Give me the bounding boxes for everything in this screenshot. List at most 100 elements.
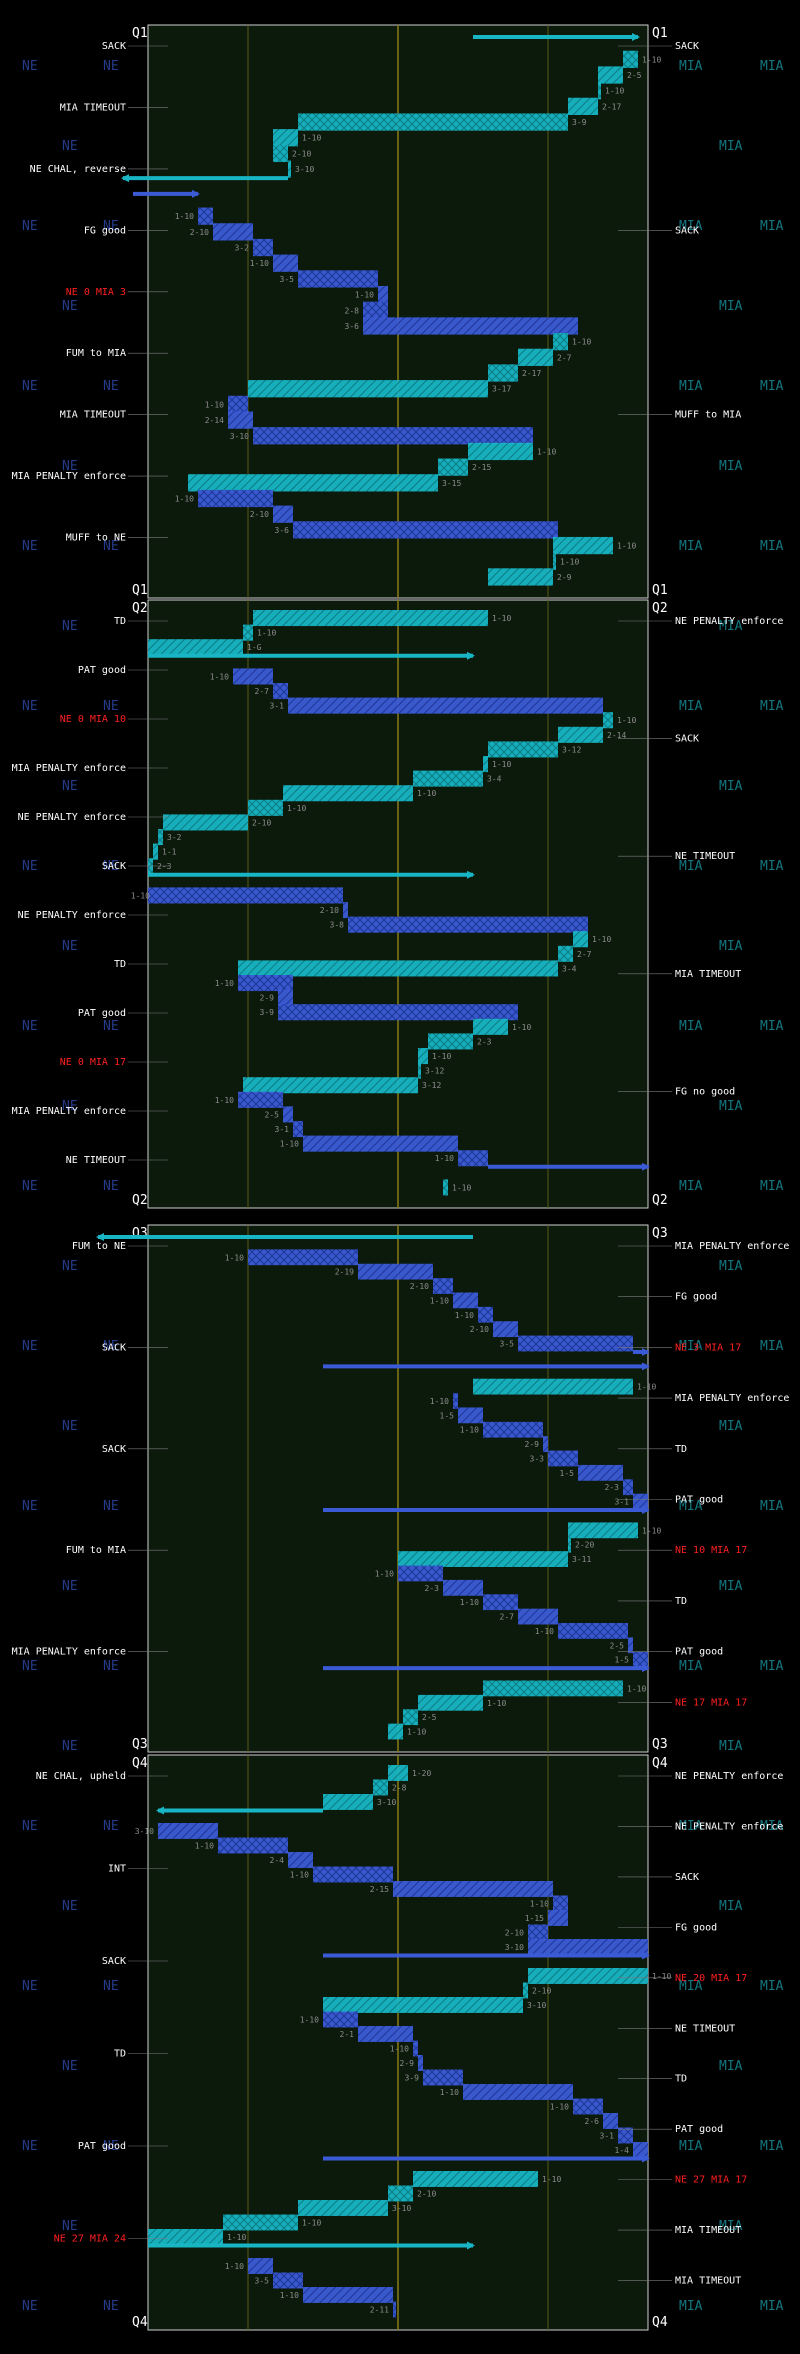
- down-distance-label: 2-3: [477, 1037, 492, 1046]
- down-distance-label: 1-10: [280, 2291, 299, 2300]
- down-distance-label: 1-10: [452, 1183, 471, 1192]
- play-bar: [288, 697, 603, 714]
- annotation-label: MUFF to MIA: [675, 410, 741, 421]
- watermark-mia: MIA: [679, 219, 703, 234]
- play-bar: [278, 1004, 518, 1021]
- down-distance-label: 2-5: [422, 1713, 437, 1722]
- down-distance-label: 3-11: [572, 1555, 591, 1564]
- watermark-mia: MIA: [719, 2059, 743, 2074]
- watermark-ne: NE: [103, 1499, 119, 1514]
- down-distance-label: 1-10: [225, 2262, 244, 2271]
- down-distance-label: 2-10: [292, 149, 311, 158]
- annotation-label: PAT good: [675, 1647, 723, 1658]
- down-distance-label: 3-5: [280, 275, 295, 284]
- play-bar: [243, 1077, 418, 1094]
- watermark-ne: NE: [22, 1819, 38, 1834]
- watermark-ne: NE: [103, 539, 119, 554]
- down-distance-label: 3-10: [392, 2204, 411, 2213]
- down-distance-label: 2-5: [265, 1110, 280, 1119]
- watermark-mia: MIA: [679, 1019, 703, 1034]
- annotation-label: PAT good: [78, 1008, 126, 1019]
- play-bar: [418, 2055, 423, 2071]
- down-distance-label: 2-8: [345, 306, 360, 315]
- play-bar: [473, 1018, 508, 1035]
- down-distance-label: 1-10: [617, 716, 636, 725]
- play-bar: [298, 113, 568, 131]
- play-bar: [288, 160, 291, 178]
- play-bar: [218, 1837, 288, 1854]
- play-bar: [298, 2200, 388, 2216]
- down-distance-label: 1-10: [175, 212, 194, 221]
- down-distance-label: 1-10: [287, 804, 306, 813]
- down-distance-label: 1-10: [195, 1841, 214, 1850]
- down-distance-label: 3-10: [135, 1827, 154, 1836]
- play-bar: [413, 2171, 538, 2187]
- watermark-ne: NE: [103, 59, 119, 74]
- down-distance-label: 1-10: [375, 1569, 394, 1578]
- play-bar: [273, 144, 288, 163]
- play-bar: [273, 254, 298, 272]
- play-bar: [578, 1464, 623, 1481]
- annotation-label: NE PENALTY enforce: [675, 1771, 783, 1782]
- play-bar: [553, 552, 556, 570]
- watermark-mia: MIA: [719, 1419, 743, 1434]
- down-distance-label: 3-4: [562, 964, 577, 973]
- annotation-label: MIA PENALTY enforce: [675, 1241, 789, 1252]
- down-distance-label: 1-10: [390, 2044, 409, 2053]
- play-bar: [213, 223, 253, 241]
- watermark-mia: MIA: [679, 2139, 703, 2154]
- down-distance-label: 3-3: [530, 1454, 545, 1463]
- down-distance-label: 3-1: [600, 2131, 615, 2140]
- play-bar: [223, 2214, 298, 2231]
- down-distance-label: 1-15: [525, 1914, 544, 1923]
- play-bar: [253, 427, 533, 445]
- watermark-ne: NE: [103, 699, 119, 714]
- annotation-label: TD: [114, 2049, 126, 2060]
- down-distance-label: 2-10: [505, 1928, 524, 1937]
- play-bar: [228, 411, 253, 429]
- play-bar: [438, 458, 468, 476]
- down-distance-label: 1-20: [412, 1769, 431, 1778]
- down-distance-label: 3-12: [425, 1067, 444, 1076]
- annotation-label: TD: [114, 959, 126, 970]
- play-bar: [413, 2040, 418, 2057]
- play-bar: [598, 66, 623, 84]
- annotation-label: MIA TIMEOUT: [60, 410, 126, 421]
- down-distance-label: 3-10: [377, 1798, 396, 1807]
- play-bar: [243, 624, 253, 641]
- annotation-label: NE CHAL, reverse: [30, 164, 126, 175]
- annotation-label: TD: [675, 1444, 687, 1455]
- play-bar: [473, 1378, 633, 1395]
- down-distance-label: 1-G: [247, 643, 262, 652]
- annotation-label: PAT good: [78, 2141, 126, 2152]
- annotation-label: MIA PENALTY enforce: [12, 471, 126, 482]
- quarter-label: Q3: [652, 1226, 668, 1241]
- down-distance-label: 1-10: [205, 400, 224, 409]
- down-distance-label: 3-1: [275, 1125, 290, 1134]
- annotation-label: TD: [675, 1596, 687, 1607]
- down-distance-label: 1-10: [302, 2218, 321, 2227]
- play-bar: [238, 1091, 283, 1108]
- down-distance-label: 3-9: [260, 1008, 275, 1017]
- down-distance-label: 1-10: [530, 1899, 549, 1908]
- down-distance-label: 1-10: [215, 1096, 234, 1105]
- down-distance-label: 2-1: [340, 2030, 355, 2039]
- quarter-label: Q2: [652, 601, 668, 616]
- play-bar: [618, 2127, 633, 2144]
- play-bar: [418, 1048, 428, 1065]
- play-bar: [458, 1150, 488, 1167]
- watermark-mia: MIA: [719, 459, 743, 474]
- down-distance-label: 1-10: [535, 1627, 554, 1636]
- play-bar: [323, 2011, 358, 2028]
- annotation-label: SACK: [102, 861, 126, 872]
- play-bar: [393, 2301, 396, 2318]
- annotation-label: INT: [108, 1864, 126, 1875]
- play-bar: [298, 270, 378, 288]
- down-distance-label: 2-9: [260, 994, 275, 1003]
- down-distance-label: 1-10: [250, 259, 269, 268]
- watermark-mia: MIA: [760, 379, 784, 394]
- down-distance-label: 2-10: [532, 1986, 551, 1995]
- play-bar: [548, 1910, 568, 1926]
